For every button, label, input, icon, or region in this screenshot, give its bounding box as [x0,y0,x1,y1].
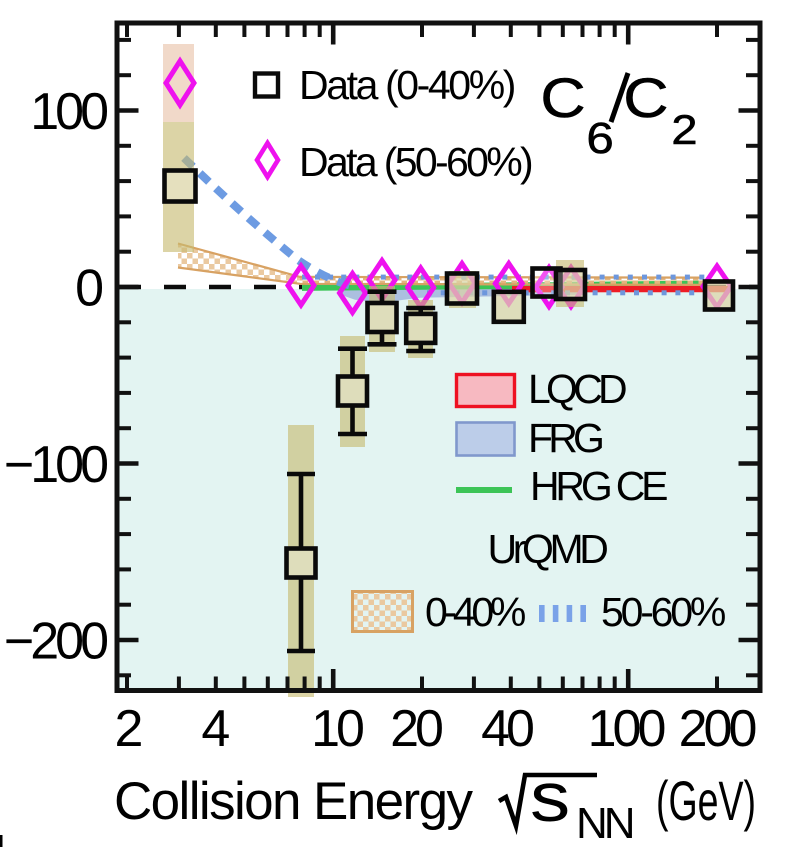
svg-text:20: 20 [390,700,442,758]
svg-text:UrQMD: UrQMD [488,526,608,572]
svg-text:100: 100 [588,700,665,758]
svg-text:2: 2 [115,700,144,758]
svg-text:(GeV): (GeV) [656,771,756,833]
svg-text:−200: −200 [4,613,107,671]
svg-text:6: 6 [586,113,613,162]
svg-text:2: 2 [671,107,697,153]
svg-text:0-40%: 0-40% [425,589,525,635]
svg-text:Data (50-60%): Data (50-60%) [299,139,532,185]
svg-text:NN: NN [576,799,633,848]
svg-text:10: 10 [311,700,363,758]
svg-text:HRG CE: HRG CE [530,463,667,509]
svg-text:100: 100 [30,83,107,141]
svg-text:s: s [530,758,570,836]
svg-text:Collision Energy: Collision Energy [114,772,473,831]
svg-text:0: 0 [75,260,104,318]
svg-text:50-60%: 50-60% [601,589,725,635]
svg-text:LQCD: LQCD [528,366,626,412]
svg-text:C: C [540,66,585,129]
svg-text:40: 40 [481,700,533,758]
svg-text:200: 200 [679,700,756,758]
svg-text:−100: −100 [4,436,107,494]
svg-text:Data (0-40%): Data (0-40%) [299,62,515,108]
svg-text:4: 4 [201,700,230,758]
svg-text:FRG: FRG [528,415,602,461]
svg-text:C: C [623,66,668,129]
